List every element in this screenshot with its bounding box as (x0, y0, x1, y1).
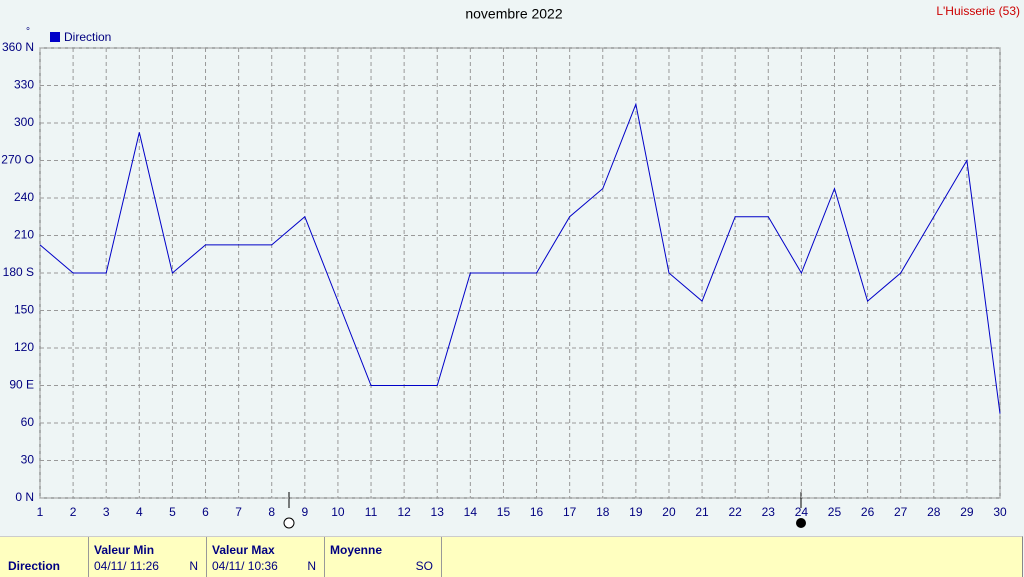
x-tick-label: 22 (728, 505, 742, 519)
cell: Valeur Min 04/11/ 11:26 N (88, 537, 207, 577)
legend-label: Direction (64, 30, 111, 44)
y-tick-label: 30 (21, 453, 35, 467)
y-tick-label: 210 (14, 228, 34, 242)
y-tick-label: 360 N (2, 40, 34, 54)
row-label: Direction (8, 559, 61, 573)
x-tick-label: 1 (37, 505, 44, 519)
y-tick-label: 150 (14, 303, 34, 317)
x-tick-label: 12 (397, 505, 411, 519)
header: Valeur Max (212, 543, 275, 557)
cell: Moyenne SO (324, 537, 442, 577)
x-tick-label: 11 (365, 505, 378, 519)
x-tick-label: 18 (596, 505, 610, 519)
x-tick-label: 10 (331, 505, 345, 519)
max-time: 04/11/ 10:36 (212, 559, 278, 573)
header: Moyenne (330, 543, 383, 557)
cell: Valeur Max 04/11/ 10:36 N (206, 537, 325, 577)
max-value: N (307, 559, 316, 573)
x-tick-label: 29 (960, 505, 974, 519)
x-tick-label: 28 (927, 505, 941, 519)
y-tick-label: 270 O (1, 153, 34, 167)
min-value: N (189, 559, 198, 573)
x-tick-label: 26 (861, 505, 875, 519)
mean: SO (415, 559, 433, 573)
x-tick-label: 24 (795, 505, 809, 519)
y-unit: ° (26, 27, 30, 38)
y-tick-label: 0 N (15, 490, 34, 504)
y-tick-label: 330 (14, 78, 34, 92)
x-tick-label: 7 (235, 505, 242, 519)
x-tick-label: 3 (103, 505, 110, 519)
x-tick-label: 2 (70, 505, 77, 519)
chart: novembre 2022 L'Huisserie (53) ° Directi… (1, 4, 1020, 529)
x-tick-label: 20 (662, 505, 676, 519)
legend-swatch (50, 32, 60, 42)
summary-table: Direction Valeur Min 04/11/ 11:26 N Vale… (0, 536, 1023, 577)
x-tick-label: 4 (136, 505, 143, 519)
y-tick-label: 180 S (3, 265, 34, 279)
x-tick-label: 15 (497, 505, 511, 519)
x-tick-label: 19 (629, 505, 643, 519)
y-tick-label: 60 (21, 415, 35, 429)
cell: Direction (0, 537, 89, 577)
x-tick-label: 23 (762, 505, 776, 519)
chart-title: novembre 2022 (465, 6, 563, 22)
x-tick-label: 16 (530, 505, 544, 519)
y-tick-label: 90 E (9, 378, 34, 392)
x-tick-label: 8 (268, 505, 275, 519)
x-tick-label: 9 (301, 505, 308, 519)
moon-icon (283, 517, 295, 529)
min-time: 04/11/ 11:26 (94, 559, 159, 573)
y-tick-label: 300 (14, 115, 34, 129)
x-tick-label: 27 (894, 505, 908, 519)
y-tick-label: 120 (14, 340, 34, 354)
x-tick-label: 30 (993, 505, 1007, 519)
x-tick-label: 13 (431, 505, 445, 519)
header: Valeur Min (94, 543, 155, 557)
location: L'Huisserie (53) (936, 4, 1020, 18)
data-line (39, 102, 1001, 414)
x-tick-label: 6 (202, 505, 209, 519)
x-tick-label: 25 (828, 505, 842, 519)
y-tick-label: 240 (14, 190, 34, 204)
x-tick-label: 5 (169, 505, 176, 519)
x-tick-label: 21 (695, 505, 709, 519)
x-tick-label: 14 (464, 505, 478, 519)
moon-icon (796, 518, 806, 528)
x-tick-label: 17 (563, 505, 577, 519)
